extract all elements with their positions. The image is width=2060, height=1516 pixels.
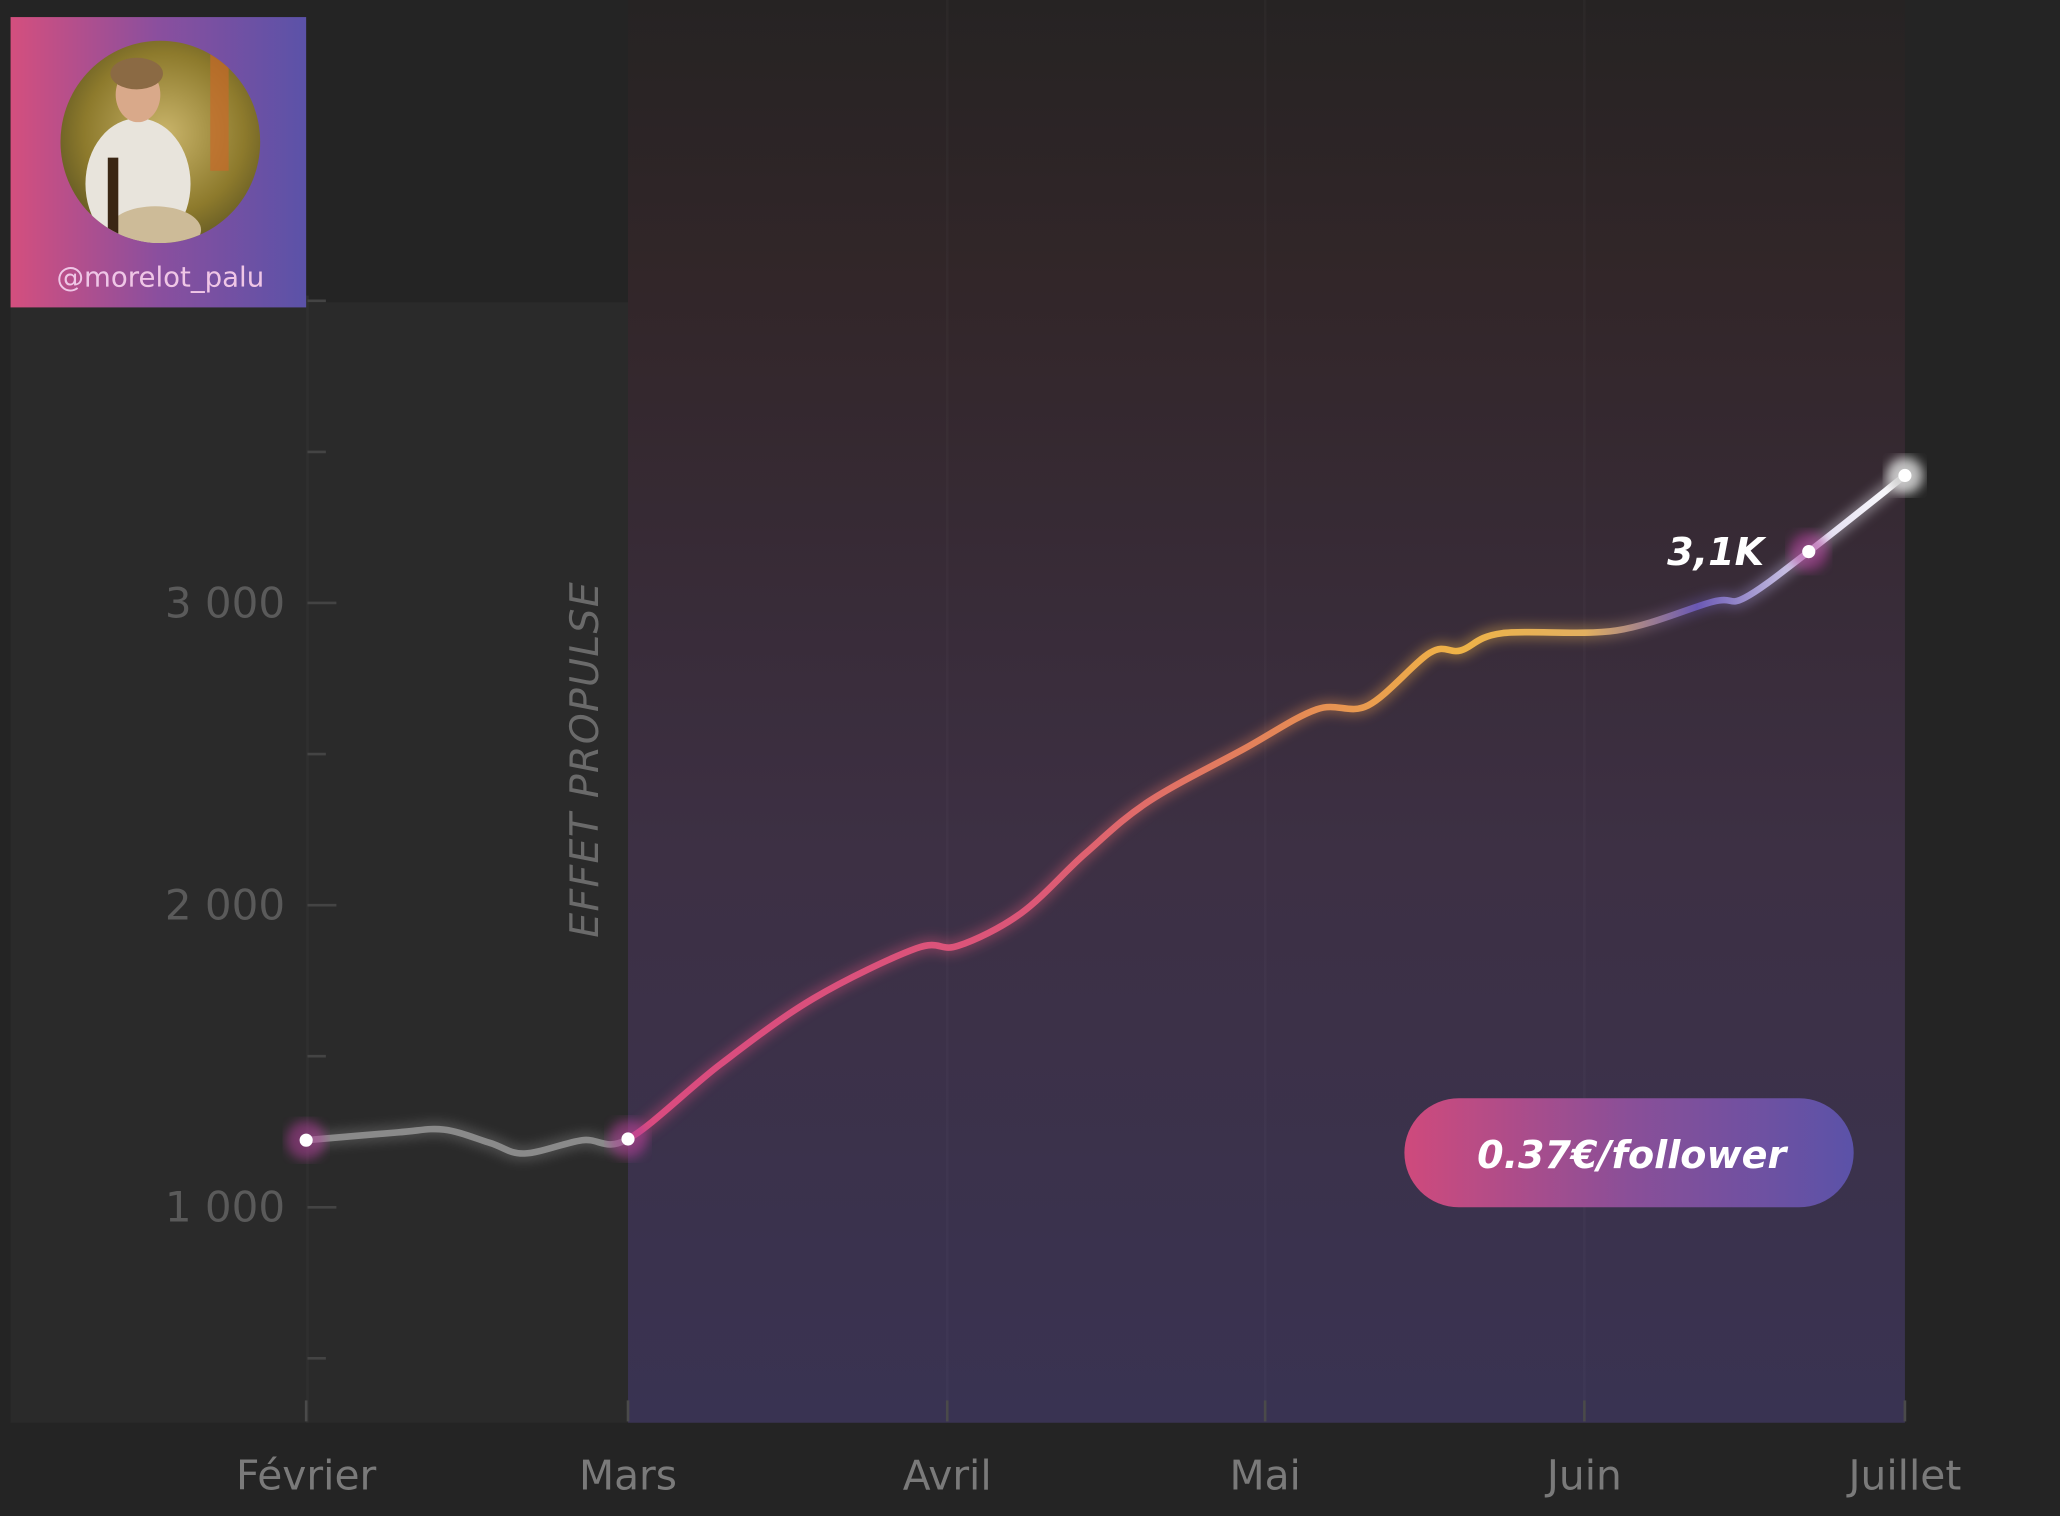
data-point	[1802, 545, 1816, 559]
x-tick-label: Avril	[903, 1452, 992, 1500]
y-tick-label: 1 000	[165, 1183, 285, 1232]
price-per-follower-text: 0.37€/follower	[1477, 1133, 1788, 1177]
data-point	[621, 1132, 635, 1146]
data-point	[299, 1133, 313, 1147]
avatar	[60, 40, 261, 244]
x-tick-label: Février	[236, 1452, 376, 1500]
peak-value-label: 3,1K	[1667, 530, 1766, 574]
y-tick-label: 3 000	[165, 578, 285, 627]
x-tick-label: Juin	[1544, 1452, 1622, 1500]
series-line	[302, 472, 1909, 1157]
data-point	[1898, 468, 1912, 483]
x-axis: Février Mars Avril Mai Juin Juillet	[236, 1400, 1962, 1500]
pre-campaign-area	[10, 302, 629, 1423]
x-tick-label: Mars	[579, 1452, 677, 1500]
profile-handle: @morelot_palu	[56, 260, 264, 293]
y-tick-label: 2 000	[165, 881, 285, 930]
y-axis: 1 000 2 000 3 000	[165, 295, 337, 1423]
profile-card: @morelot_palu	[10, 17, 307, 308]
price-per-follower-badge: 0.37€/follower	[1404, 1098, 1854, 1208]
x-tick-label: Juillet	[1846, 1452, 1962, 1500]
x-tick-label: Mai	[1229, 1452, 1300, 1500]
campaign-label: EFFET PROPULSE	[562, 581, 608, 938]
